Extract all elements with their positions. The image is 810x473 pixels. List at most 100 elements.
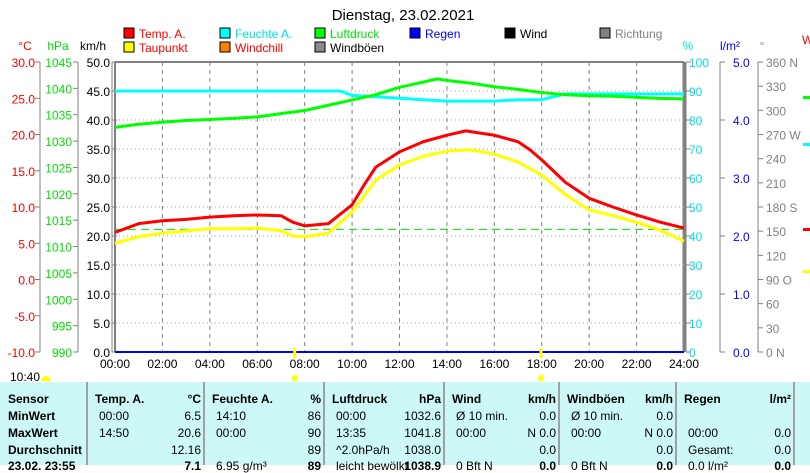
pressure-tick-label: 1000 <box>45 293 72 307</box>
x-tick-label: 20:00 <box>574 357 604 371</box>
current-value-marker <box>803 143 810 146</box>
wind-tick-label: 45.0 <box>87 85 111 99</box>
table-column <box>561 382 677 465</box>
x-tick-label: 08:00 <box>290 357 320 371</box>
wind-tick-label: 40.0 <box>87 114 111 128</box>
table-header-unit: km/h <box>644 392 673 406</box>
current-time: 10:40 <box>10 370 40 382</box>
table-cell-value: 0.0 <box>539 409 556 423</box>
table-cell-info: 00:00 <box>456 426 487 440</box>
humidity-tick-label: 10 <box>689 317 703 331</box>
table-row-label: MaxWert <box>8 426 58 440</box>
x-tick-label: 04:00 <box>195 357 225 371</box>
wind-tick-label: 10.0 <box>87 288 111 302</box>
humidity-tick-label: 40 <box>689 230 703 244</box>
axes: 00:00 02:00 04:00 06:00 08:00 10:00 12:00 14:00… <box>8 39 802 371</box>
x-tick-label: 24:00 <box>669 357 699 371</box>
legend-swatch <box>314 41 326 53</box>
temp-tick-label: 15.0 <box>12 165 36 179</box>
x-tick-label: 10:00 <box>337 357 367 371</box>
table-cell-value: N 0.0 <box>644 426 673 440</box>
table-row-label: Durchschnitt <box>8 443 83 457</box>
table-cell-info: 14:10 <box>216 409 247 423</box>
legend-swatch <box>314 27 326 39</box>
pressure-tick-label: 1040 <box>45 82 72 96</box>
pressure-tick-label: 995 <box>52 320 72 334</box>
humidity-tick-label: 50 <box>689 201 703 215</box>
temp-tick-label: 0.0 <box>18 274 35 288</box>
x-tick-label: 22:00 <box>622 357 652 371</box>
sunrise-icon <box>291 375 298 381</box>
table-cell-value: 0.0 <box>539 459 556 473</box>
table-cell-info: ^2.0hPa/h <box>336 443 390 457</box>
table-cell-info: 00:00 <box>99 409 130 423</box>
wind-tick-label: 0.0 <box>93 346 110 360</box>
legend-label: Taupunkt <box>139 41 188 55</box>
direction-tick-label: 360 N <box>766 56 798 70</box>
direction-tick-label: 120 <box>766 249 786 263</box>
wind-tick-label: 30.0 <box>87 172 111 186</box>
current-value-marker <box>803 96 810 99</box>
table-cell-value: 6.5 <box>184 409 201 423</box>
temp-tick-label: -10.0 <box>8 346 36 360</box>
series-temp-a- <box>114 129 685 234</box>
humidity-tick-label: 100 <box>689 56 709 70</box>
table-cell-value: 20.6 <box>177 426 201 440</box>
legend-label: Wind <box>520 27 547 41</box>
temp-tick-label: -5.0 <box>14 310 35 324</box>
table-cell-value: 1032.6 <box>404 409 441 423</box>
table-column <box>206 382 325 465</box>
legend-label: Richtung <box>615 27 662 41</box>
x-tick-label: 16:00 <box>479 357 509 371</box>
wind-tick-label: 35.0 <box>87 143 111 157</box>
table-cell-info: 00:00 <box>336 409 367 423</box>
legend: Temp. A. Feuchte A. Luftdruck Regen Wind Rich… <box>123 27 662 55</box>
table-cell-info: 00:00 <box>216 426 247 440</box>
wind-tick-label: 5.0 <box>93 317 110 331</box>
pressure-axis-unit: hPa <box>47 39 69 53</box>
weather-chart: Dienstag, 23.02.2021 Temp. A. Feuchte A. L… <box>8 7 810 382</box>
table-cell-value: 0.0 <box>656 459 673 473</box>
table-header-unit: km/h <box>527 392 556 406</box>
temp-tick-label: 25.0 <box>12 92 36 106</box>
table-header-unit: °C <box>187 392 201 406</box>
weather-icon <box>41 376 51 381</box>
humidity-tick-label: 70 <box>689 143 703 157</box>
series-luftdruck <box>114 77 685 129</box>
table-header: Luftdruck <box>332 392 388 406</box>
table-header-unit: hPa <box>418 392 441 406</box>
direction-tick-label: 0 N <box>766 346 785 360</box>
x-tick-label: 18:00 <box>527 357 557 371</box>
table-header: Sensor <box>8 392 49 406</box>
table-header: Windböen <box>567 392 625 406</box>
rain-tick-label: 5.0 <box>733 56 750 70</box>
direction-tick-label: 330 <box>766 80 786 94</box>
rain-tick-label: 3.0 <box>733 172 750 186</box>
table-column <box>2 382 88 465</box>
pressure-tick-label: 1035 <box>45 109 72 123</box>
x-tick-label: 12:00 <box>384 357 414 371</box>
legend-swatch <box>409 27 421 39</box>
legend-label: Windchill <box>235 41 283 55</box>
stats-table: Sensor Temp. A. °C Feuchte A.% Luftdruck hPa W… <box>0 382 810 473</box>
pressure-tick-label: 1010 <box>45 241 72 255</box>
table-cell-info: Gesamt: <box>688 443 734 457</box>
table-cell-value: 0.0 <box>656 443 673 457</box>
table-cell-value: 0.0 <box>656 409 673 423</box>
humidity-tick-label: 30 <box>689 259 703 273</box>
temp-tick-label: 20.0 <box>12 129 36 143</box>
wind-tick-label: 25.0 <box>87 201 111 215</box>
rain-tick-label: 2.0 <box>733 230 750 244</box>
x-tick-label: 02:00 <box>147 357 177 371</box>
direction-tick-label: 150 <box>766 225 786 239</box>
current-value-marker <box>803 270 810 273</box>
pressure-tick-label: 990 <box>52 346 72 360</box>
x-tick-label: 06:00 <box>242 357 272 371</box>
table-cell-value: N 0.0 <box>527 426 556 440</box>
table-cell-value: 0.0 <box>774 443 791 457</box>
table-cell-value: 1041.8 <box>404 426 441 440</box>
table-cell-info: 13:35 <box>336 426 367 440</box>
direction-tick-label: 270 W <box>766 129 801 143</box>
legend-label: Temp. A. <box>139 27 186 41</box>
temp-tick-label: 5.0 <box>18 237 35 251</box>
